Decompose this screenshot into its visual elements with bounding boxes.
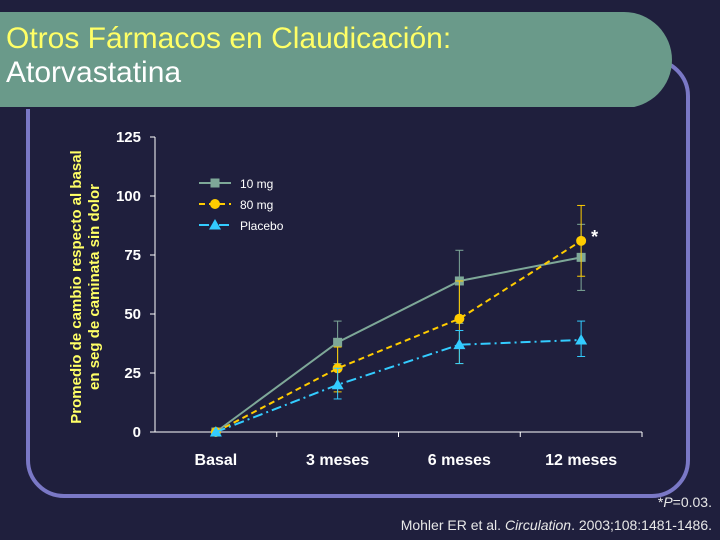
slide-title: Otros Fármacos en Claudicación: Atorvast… <box>6 22 451 90</box>
citation-journal: Circulation <box>504 517 572 533</box>
data-point <box>209 426 222 437</box>
legend-label: 80 mg <box>240 198 273 212</box>
series-line <box>215 239 582 433</box>
data-point <box>453 338 466 350</box>
citation-details: . 2003;108:1481-1486. <box>571 517 712 533</box>
citation-author: Mohler ER et al. <box>400 517 505 533</box>
y-tick-label: 0 <box>133 424 141 441</box>
y-tick-label: 50 <box>124 306 141 323</box>
series-line <box>215 338 582 433</box>
title-line-1: Otros Fármacos en Claudicación: <box>6 22 452 55</box>
title-line-2: Atorvastatina <box>6 56 182 89</box>
y-tick-label: 125 <box>116 129 141 146</box>
legend-label: Placebo <box>240 219 284 233</box>
footnote: *P=0.03. <box>658 494 712 510</box>
significance-marker: * <box>591 227 598 247</box>
citation: Mohler ER et al. Circulation. 2003;108:1… <box>401 517 712 533</box>
y-tick-label: 100 <box>116 188 141 205</box>
footnote-p: P <box>663 494 673 510</box>
title-underline <box>0 107 636 109</box>
data-point <box>454 313 465 324</box>
data-point <box>331 378 344 390</box>
data-point <box>575 333 588 345</box>
x-tick-label: 6 meses <box>428 452 491 469</box>
x-tick-label: 3 meses <box>306 452 369 469</box>
legend-marker <box>209 219 221 230</box>
title-banner <box>0 12 672 109</box>
footnote-value: =0.03. <box>672 494 712 510</box>
legend-marker <box>210 199 220 209</box>
x-tick-label: 12 meses <box>545 452 617 469</box>
y-tick-label: 75 <box>124 247 141 264</box>
data-point <box>333 337 343 347</box>
legend-label: 10 mg <box>240 177 273 191</box>
x-tick-label: Basal <box>195 452 238 469</box>
footnote-star: * <box>657 494 664 510</box>
legend-marker <box>210 178 220 188</box>
y-tick-label: 25 <box>124 365 141 382</box>
series-line <box>215 256 582 433</box>
data-point <box>576 235 587 246</box>
